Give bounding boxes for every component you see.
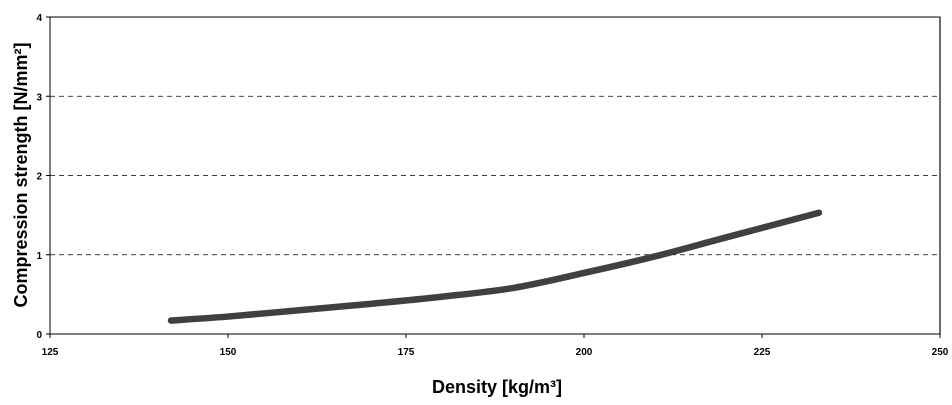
y-axis-title: Compression strength [N/mm²] xyxy=(11,42,31,307)
x-tick-label-175: 175 xyxy=(398,347,415,358)
y-tick-label-1: 1 xyxy=(36,251,42,262)
x-tick-label-125: 125 xyxy=(42,347,59,358)
series-layer xyxy=(167,209,823,324)
x-tick-label-250: 250 xyxy=(932,347,949,358)
x-tick-label-150: 150 xyxy=(220,347,237,358)
y-tick-label-4: 4 xyxy=(36,13,42,24)
y-tick-label-2: 2 xyxy=(36,172,42,183)
x-axis-title: Density [kg/m³] xyxy=(432,377,562,397)
axis-ticks: 0 1 2 3 4 125 150 175 200 225 250 xyxy=(36,13,948,358)
x-tick-label-225: 225 xyxy=(754,347,771,358)
gridlines xyxy=(50,17,941,334)
y-tick-label-3: 3 xyxy=(36,92,42,103)
y-tick-label-0: 0 xyxy=(36,330,42,341)
series-line-0 xyxy=(167,209,823,324)
x-tick-label-200: 200 xyxy=(576,347,593,358)
